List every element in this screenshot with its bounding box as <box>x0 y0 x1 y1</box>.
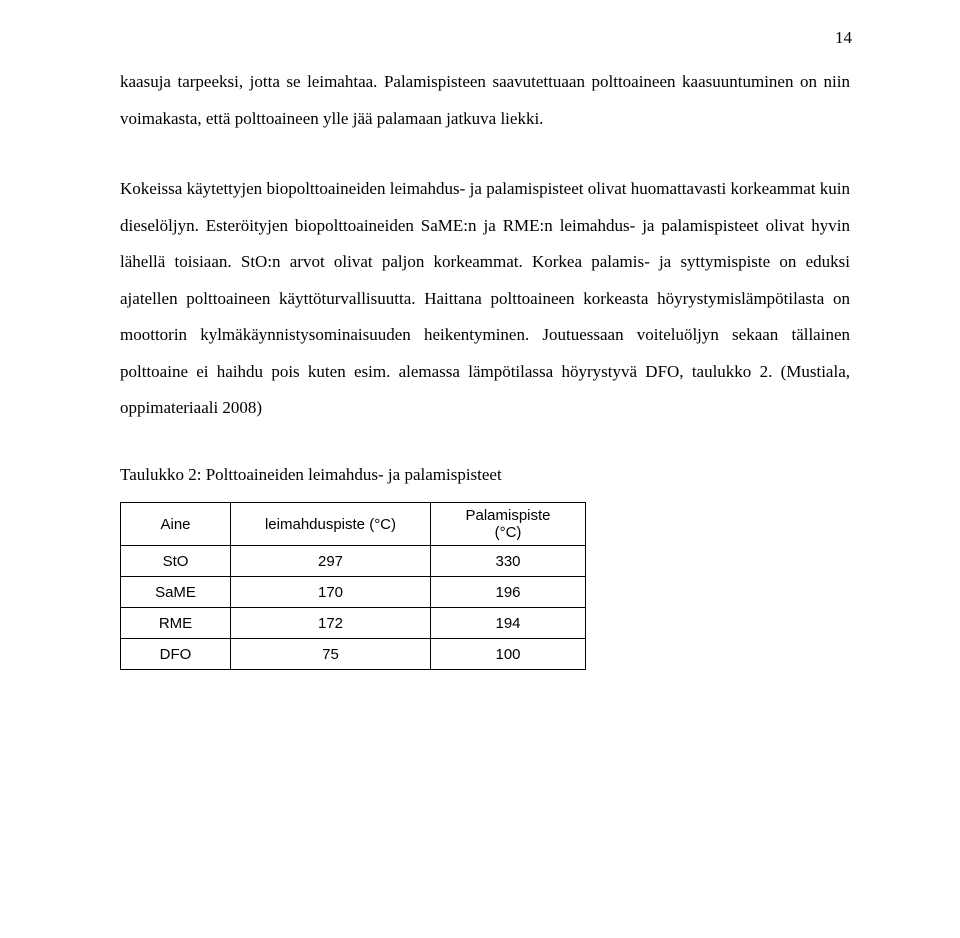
col-header-aine: Aine <box>121 503 231 546</box>
paragraph-2: Kokeissa käytettyjen biopolttoaineiden l… <box>120 171 850 427</box>
cell-aine: RME <box>121 608 231 639</box>
page-number: 14 <box>835 28 852 48</box>
cell-palam: 194 <box>431 608 586 639</box>
cell-palam: 100 <box>431 639 586 670</box>
cell-palam: 196 <box>431 577 586 608</box>
col-header-palamispiste-line1: Palamispiste <box>465 507 550 524</box>
table-row: RME 172 194 <box>121 608 586 639</box>
cell-aine: SaME <box>121 577 231 608</box>
cell-aine: DFO <box>121 639 231 670</box>
cell-aine: StO <box>121 546 231 577</box>
table-row: SaME 170 196 <box>121 577 586 608</box>
table-header-row: Aine leimahduspiste (°C) Palamispiste (°… <box>121 503 586 546</box>
table-caption: Taulukko 2: Polttoaineiden leimahdus- ja… <box>120 461 850 488</box>
table-row: DFO 75 100 <box>121 639 586 670</box>
col-header-leimahduspiste: leimahduspiste (°C) <box>231 503 431 546</box>
cell-leim: 297 <box>231 546 431 577</box>
paragraph-1: kaasuja tarpeeksi, jotta se leimahtaa. P… <box>120 64 850 137</box>
page: 14 kaasuja tarpeeksi, jotta se leimahtaa… <box>0 0 960 938</box>
cell-leim: 172 <box>231 608 431 639</box>
cell-leim: 170 <box>231 577 431 608</box>
data-table: Aine leimahduspiste (°C) Palamispiste (°… <box>120 502 586 670</box>
col-header-palamispiste: Palamispiste (°C) <box>431 503 586 546</box>
col-header-palamispiste-line2: (°C) <box>495 524 522 541</box>
cell-palam: 330 <box>431 546 586 577</box>
table-row: StO 297 330 <box>121 546 586 577</box>
cell-leim: 75 <box>231 639 431 670</box>
